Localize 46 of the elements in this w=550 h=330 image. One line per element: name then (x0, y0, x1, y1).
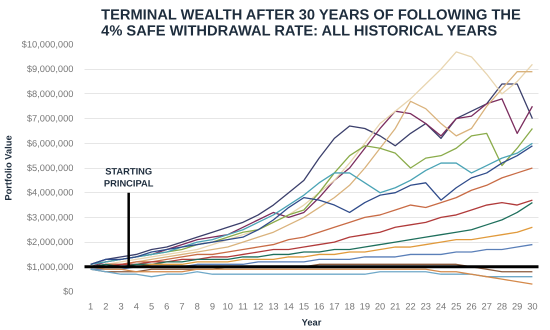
x-tick-label: 14 (283, 302, 294, 312)
y-tick-label: $0 (63, 286, 74, 296)
chart-title: TERMINAL WEALTH AFTER 30 YEARS OF FOLLOWING THE 4% SAFE WITHDRAWAL RATE: ALL HISTORICAL YEARS (101, 8, 521, 40)
x-tick-label: 22 (405, 302, 416, 312)
y-tick-label: $7,000,000 (26, 114, 74, 124)
x-tick-label: 30 (527, 302, 538, 312)
y-tick-label: $2,000,000 (26, 237, 74, 248)
x-tick-label: 16 (314, 302, 324, 312)
x-tick-label: 17 (329, 302, 340, 312)
x-tick-label: 26 (466, 302, 477, 312)
y-tick-label: $6,000,000 (26, 138, 74, 148)
x-tick-label: 29 (512, 302, 522, 312)
y-axis-title: Portfolio Value (4, 135, 14, 201)
y-tick-label: $5,000,000 (26, 163, 74, 173)
x-tick-label: 12 (252, 302, 264, 312)
x-tick-label: 7 (179, 302, 185, 312)
x-tick-label: 10 (222, 302, 233, 312)
x-tick-label: 5 (148, 302, 154, 312)
y-tick-label: $9,000,000 (26, 64, 74, 74)
y-tick-label: $10,000,000 (22, 40, 74, 50)
x-tick-label: 13 (268, 302, 279, 312)
x-tick-label: 9 (210, 302, 216, 312)
x-tick-label: 6 (164, 302, 170, 312)
x-tick-label: 27 (482, 302, 492, 312)
line-series (90, 268, 534, 278)
x-tick-label: 15 (298, 302, 310, 312)
x-tick-label: 11 (238, 302, 248, 312)
x-axis-title: Year (302, 318, 322, 328)
x-tick-label: 4 (134, 302, 139, 312)
y-tick-label: $8,000,000 (26, 88, 74, 99)
y-tick-label: $3,000,000 (26, 212, 74, 222)
x-tick-label: 20 (374, 302, 386, 312)
x-tick-label: 23 (420, 302, 431, 312)
x-tick-label: 21 (390, 302, 400, 312)
x-tick-label: 8 (194, 302, 200, 312)
x-tick-label: 25 (451, 302, 462, 312)
x-tick-label: 1 (88, 302, 94, 312)
y-tick-label: $1,000,000 (26, 262, 74, 272)
x-tick-label: 18 (344, 302, 355, 312)
x-tick-label: 24 (436, 302, 446, 312)
annotation: STARTING PRINCIPAL (104, 166, 154, 189)
x-tick-label: 2 (103, 302, 108, 312)
x-tick-label: 3 (118, 302, 124, 312)
y-tick-label: $4,000,000 (26, 188, 74, 198)
x-tick-label: 19 (360, 302, 370, 312)
x-tick-label: 28 (496, 302, 508, 312)
